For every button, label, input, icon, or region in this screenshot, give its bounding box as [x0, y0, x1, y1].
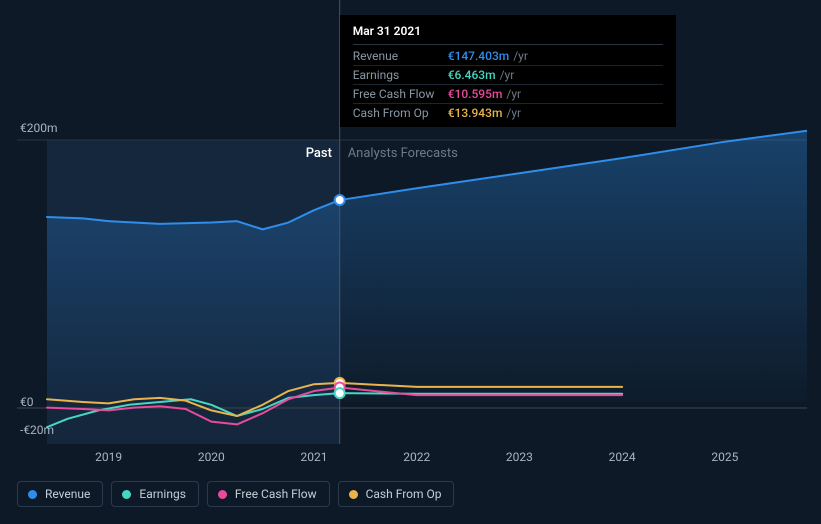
tooltip-key: Free Cash Flow: [353, 87, 448, 101]
tooltip-date: Mar 31 2021: [353, 24, 663, 45]
legend-label: Free Cash Flow: [235, 487, 317, 501]
y-axis-label: €0: [20, 395, 34, 409]
x-axis-label: 2020: [198, 450, 225, 464]
tooltip-value: €147.403m: [448, 49, 510, 63]
tooltip-key: Earnings: [353, 68, 448, 82]
legend-item[interactable]: Revenue: [17, 481, 103, 507]
legend-item[interactable]: Earnings: [111, 481, 199, 507]
past-label: Past: [306, 146, 332, 161]
tooltip-unit: /yr: [513, 49, 528, 63]
chart-tooltip: Mar 31 2021Revenue€147.403m/yrEarnings€6…: [340, 15, 676, 127]
legend: Revenue Earnings Free Cash Flow Cash From O…: [17, 481, 454, 507]
tooltip-unit: /yr: [500, 68, 515, 82]
legend-dot-icon: [122, 490, 131, 499]
tooltip-row: Cash From Op€13.943m/yr: [353, 104, 663, 122]
legend-item[interactable]: Cash From Op: [338, 481, 455, 507]
legend-dot-icon: [218, 490, 227, 499]
legend-dot-icon: [349, 490, 358, 499]
legend-label: Cash From Op: [366, 487, 442, 501]
tooltip-row: Earnings€6.463m/yr: [353, 66, 663, 85]
legend-dot-icon: [28, 490, 37, 499]
tooltip-unit: /yr: [506, 87, 521, 101]
x-axis-label: 2025: [711, 450, 738, 464]
tooltip-value: €13.943m: [448, 106, 503, 120]
x-axis-label: 2019: [95, 450, 122, 464]
tooltip-value: €10.595m: [448, 87, 503, 101]
x-axis-label: 2022: [403, 450, 430, 464]
tooltip-value: €6.463m: [448, 68, 496, 82]
tooltip-row: Free Cash Flow€10.595m/yr: [353, 85, 663, 104]
tooltip-key: Revenue: [353, 49, 448, 63]
legend-label: Revenue: [45, 487, 90, 501]
tooltip-unit: /yr: [506, 106, 521, 120]
tooltip-key: Cash From Op: [353, 106, 448, 120]
tooltip-row: Revenue€147.403m/yr: [353, 47, 663, 66]
legend-label: Earnings: [139, 487, 186, 501]
x-axis-label: 2023: [506, 450, 533, 464]
legend-item[interactable]: Free Cash Flow: [207, 481, 330, 507]
y-axis-label: €200m: [20, 121, 58, 135]
y-axis-label: -€20m: [20, 423, 54, 437]
x-axis-label: 2021: [301, 450, 328, 464]
x-axis-label: 2024: [609, 450, 636, 464]
forecast-label: Analysts Forecasts: [348, 146, 458, 161]
